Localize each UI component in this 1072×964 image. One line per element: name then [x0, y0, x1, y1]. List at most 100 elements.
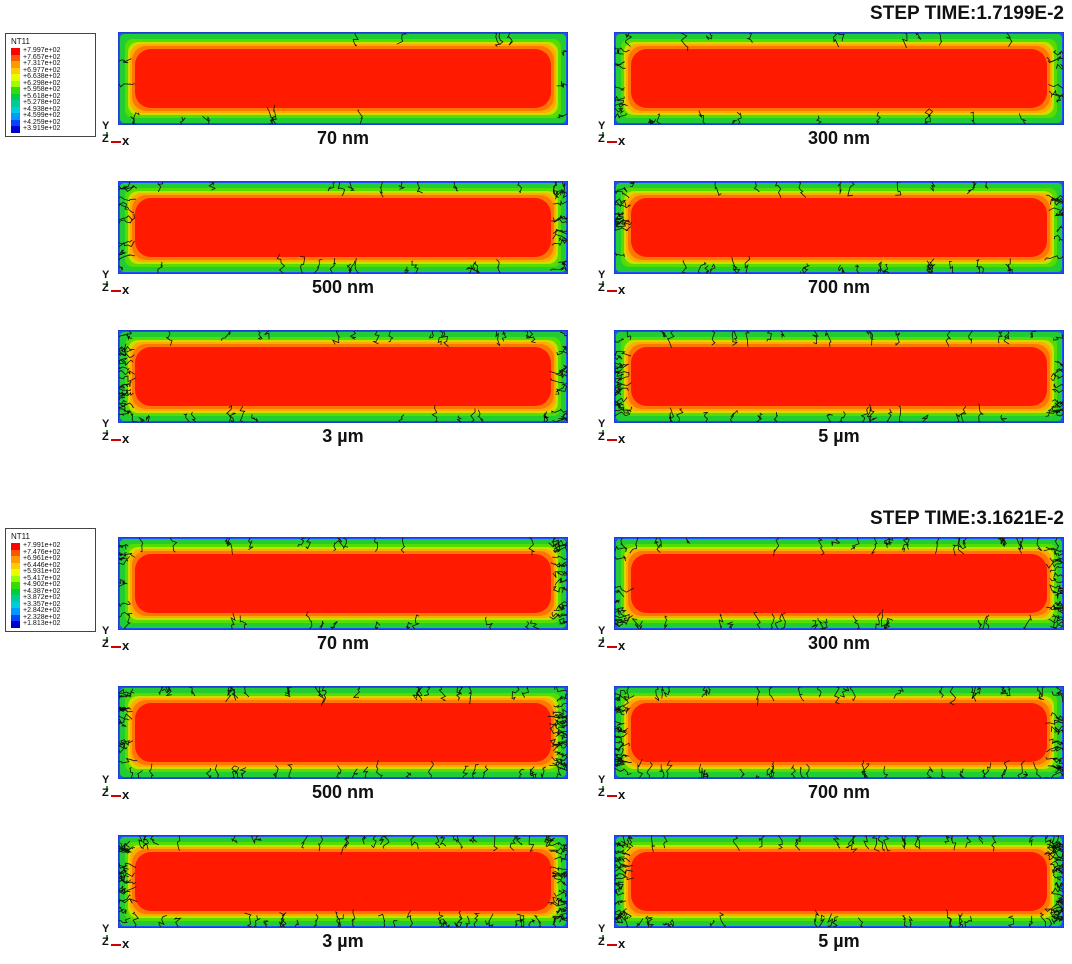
triad-y-label: Y: [102, 418, 110, 430]
contour-plot: [118, 537, 568, 630]
triad-y-label: Y: [598, 120, 606, 132]
triad-z-label: Z: [102, 787, 109, 799]
legend-swatch: [11, 48, 20, 55]
triad-x-arrow: [111, 795, 121, 797]
triad-x-label: x: [618, 936, 626, 951]
triad-z-label: Z: [598, 787, 605, 799]
contour-plot: [118, 330, 568, 423]
legend-level: +5.417e+02: [23, 574, 61, 582]
legend-row: +2.842e+02: [11, 607, 91, 615]
legend-swatch: [11, 113, 20, 120]
legend-row: +3.357e+02: [11, 601, 91, 608]
triad-x-arrow: [607, 141, 617, 143]
legend-row: +7.317e+02: [11, 60, 91, 68]
legend-swatch: [11, 614, 20, 621]
triad-y-label: Y: [598, 625, 606, 637]
crack-network: [118, 835, 568, 928]
triad-x-label: x: [618, 431, 626, 446]
triad-up-arrow: [106, 637, 108, 643]
contour-plot: [614, 537, 1064, 630]
legend-level: +2.842e+02: [23, 607, 61, 614]
temperature-band: [631, 198, 1047, 257]
legend-row: +6.298e+02: [11, 80, 91, 87]
triad-x-label: x: [122, 638, 130, 653]
legend-swatch: [11, 543, 20, 550]
legend-title: NT11: [11, 532, 30, 541]
temperature-band: [631, 554, 1047, 613]
triad-x-arrow: [111, 944, 121, 946]
legend-row: +2.328e+02: [11, 614, 91, 621]
crack-network: [118, 181, 568, 274]
triad-y-label: Y: [598, 418, 606, 430]
panel-size-label: 700 nm: [807, 277, 871, 297]
temperature-band: [631, 703, 1047, 762]
legend-row: +3.919e+02: [11, 125, 91, 133]
temperature-panel: [118, 330, 568, 426]
legend-level: +6.977e+02: [23, 66, 61, 74]
crack-network: [118, 686, 568, 779]
legend-row: +5.417e+02: [11, 574, 91, 582]
legend-swatch: [11, 582, 20, 589]
legend-swatch: [11, 126, 20, 133]
panel-size-label: 3 µm: [322, 931, 364, 951]
triad-x-arrow: [111, 646, 121, 648]
triad-x-label: x: [618, 787, 626, 802]
triad-up-arrow: [106, 786, 108, 792]
panel-size-label: 70 nm: [316, 128, 370, 148]
contour-plot: [118, 32, 568, 125]
triad-x-label: x: [618, 638, 626, 653]
legend-row: +5.958e+02: [11, 86, 91, 94]
legend-row: +5.278e+02: [11, 99, 91, 107]
triad-z-label: Z: [598, 638, 605, 650]
legend-row: +7.476e+02: [11, 548, 91, 556]
legend-level: +3.872e+02: [23, 594, 61, 601]
crack-network: [614, 330, 1064, 423]
triad-z-label: Z: [102, 282, 109, 294]
legend-level: +7.997e+02: [23, 47, 61, 54]
legend-row: +4.902e+02: [11, 581, 91, 589]
panel-size-label: 300 nm: [807, 633, 871, 653]
legend-swatch: [11, 588, 20, 595]
legend-row: +4.599e+02: [11, 112, 91, 120]
crack-network: [118, 32, 568, 125]
panel-size-label: 70 nm: [316, 633, 370, 653]
triad-x-arrow: [111, 290, 121, 292]
triad-up-arrow: [106, 430, 108, 436]
legend-row: +4.938e+02: [11, 106, 91, 113]
legend-level: +7.476e+02: [23, 548, 61, 556]
triad-z-label: Z: [102, 133, 109, 145]
legend-level: +4.387e+02: [23, 587, 61, 595]
triad-x-label: x: [122, 936, 130, 951]
legend-level: +3.919e+02: [23, 125, 61, 132]
crack-network: [614, 32, 1064, 125]
triad-y-label: Y: [102, 774, 110, 786]
triad-x-arrow: [607, 646, 617, 648]
panel-size-label: 300 nm: [807, 128, 871, 148]
legend-row: +3.872e+02: [11, 594, 91, 602]
panel-size-label: 500 nm: [311, 277, 375, 297]
temperature-panel: [118, 181, 568, 277]
legend-swatch: [11, 87, 20, 94]
nt11-legend: NT11 +7.997e+02 +7.657e+02 +7.317e+02 +6.977…: [5, 33, 96, 137]
triad-up-arrow: [602, 935, 604, 941]
legend-level: +7.991e+02: [23, 542, 61, 549]
legend-swatch: [11, 562, 20, 569]
temperature-panel: [614, 537, 1064, 633]
step-time-label: STEP TIME:3.1621E-2: [870, 508, 1064, 529]
temperature-band: [135, 703, 551, 762]
triad-y-label: Y: [102, 625, 110, 637]
legend-level: +4.259e+02: [23, 118, 61, 126]
triad-x-label: x: [618, 133, 626, 148]
contour-plot: [614, 686, 1064, 779]
temperature-band: [135, 554, 551, 613]
panel-size-label: 500 nm: [311, 782, 375, 802]
triad-up-arrow: [106, 281, 108, 287]
legend-level: +4.599e+02: [23, 112, 61, 119]
step-time-label: STEP TIME:1.7199E-2: [870, 3, 1064, 24]
